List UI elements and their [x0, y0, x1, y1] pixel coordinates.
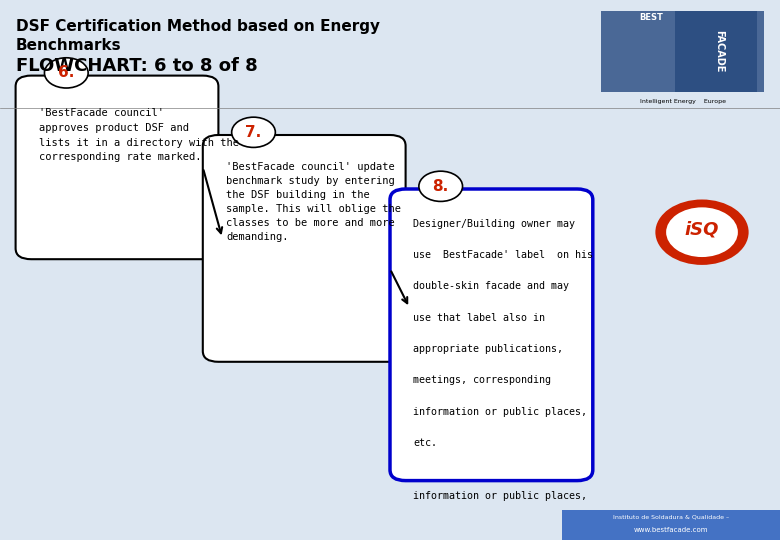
- Text: FLOWCHART: 6 to 8 of 8: FLOWCHART: 6 to 8 of 8: [16, 57, 257, 75]
- Text: 7.: 7.: [246, 125, 261, 140]
- FancyBboxPatch shape: [203, 135, 406, 362]
- Text: Benchmarks: Benchmarks: [16, 38, 121, 53]
- Text: www.bestfacade.com: www.bestfacade.com: [633, 527, 708, 534]
- Circle shape: [666, 207, 738, 257]
- Text: FACADE: FACADE: [714, 30, 724, 72]
- Circle shape: [657, 201, 747, 264]
- Text: etc.: etc.: [413, 438, 438, 448]
- FancyBboxPatch shape: [562, 510, 780, 540]
- Text: Instituto de Soldadura & Qualidade –: Instituto de Soldadura & Qualidade –: [613, 515, 729, 520]
- Text: 8.: 8.: [433, 179, 448, 194]
- Text: 'BestFacade council'
approves product DSF and
lists it in a directory with the
c: 'BestFacade council' approves product DS…: [39, 108, 239, 163]
- Text: BEST: BEST: [640, 14, 663, 23]
- Text: DSF Certification Method based on Energy: DSF Certification Method based on Energy: [16, 19, 380, 34]
- Circle shape: [44, 58, 88, 88]
- FancyBboxPatch shape: [16, 76, 218, 259]
- Text: 'BestFacade council' update
benchmark study by entering
the DSF building in the
: 'BestFacade council' update benchmark st…: [226, 162, 401, 242]
- Text: iSQ: iSQ: [685, 220, 719, 239]
- FancyBboxPatch shape: [0, 0, 780, 97]
- Circle shape: [419, 171, 463, 201]
- FancyBboxPatch shape: [601, 11, 764, 92]
- Text: double-skin facade and may: double-skin facade and may: [413, 281, 569, 292]
- Text: Designer/Building owner may: Designer/Building owner may: [413, 219, 576, 229]
- Text: use that label also in: use that label also in: [413, 313, 545, 323]
- Text: information or public places,: information or public places,: [413, 491, 587, 502]
- Text: appropriate publications,: appropriate publications,: [413, 344, 563, 354]
- Circle shape: [232, 117, 275, 147]
- Text: Intelligent Energy    Europe: Intelligent Energy Europe: [640, 99, 725, 104]
- Text: information or public places,: information or public places,: [413, 407, 587, 417]
- Text: use  BestFacade' label  on his: use BestFacade' label on his: [413, 250, 594, 260]
- FancyBboxPatch shape: [601, 92, 764, 110]
- FancyBboxPatch shape: [675, 11, 757, 92]
- Text: meetings, corresponding: meetings, corresponding: [413, 375, 551, 386]
- FancyBboxPatch shape: [390, 189, 593, 481]
- Text: 6.: 6.: [58, 65, 74, 80]
